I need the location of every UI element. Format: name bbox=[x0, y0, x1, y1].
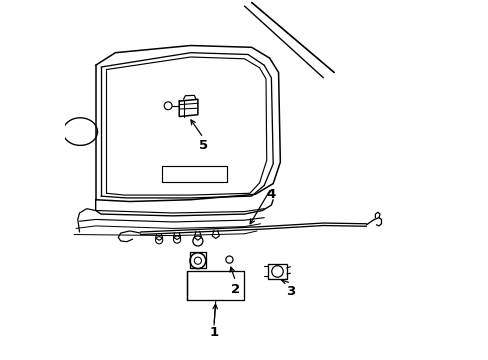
Text: 4: 4 bbox=[266, 188, 275, 201]
Text: 3: 3 bbox=[286, 285, 295, 298]
Text: 2: 2 bbox=[230, 283, 240, 296]
Text: 1: 1 bbox=[209, 326, 218, 339]
Text: 5: 5 bbox=[198, 139, 207, 152]
